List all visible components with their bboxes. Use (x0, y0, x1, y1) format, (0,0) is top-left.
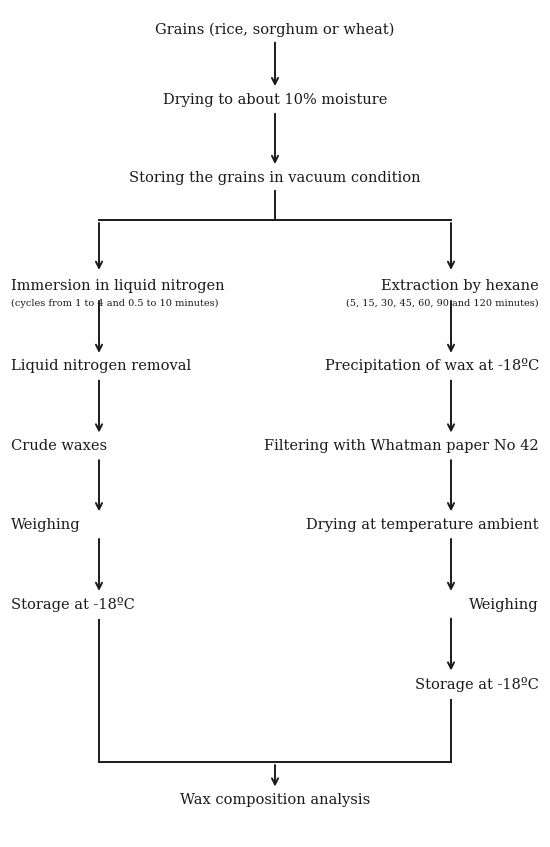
Text: Drying to about 10% moisture: Drying to about 10% moisture (163, 93, 387, 107)
Text: Storing the grains in vacuum condition: Storing the grains in vacuum condition (129, 171, 421, 185)
Text: (5, 15, 30, 45, 60, 90 and 120 minutes): (5, 15, 30, 45, 60, 90 and 120 minutes) (346, 299, 539, 307)
Text: Storage at -18ºC: Storage at -18ºC (11, 597, 135, 612)
Text: Extraction by hexane: Extraction by hexane (381, 280, 539, 293)
Text: Drying at temperature ambient: Drying at temperature ambient (306, 518, 539, 532)
Text: Crude waxes: Crude waxes (11, 439, 107, 452)
Text: Filtering with Whatman paper No 42: Filtering with Whatman paper No 42 (265, 439, 539, 452)
Text: Precipitation of wax at -18ºC: Precipitation of wax at -18ºC (324, 358, 539, 374)
Text: Immersion in liquid nitrogen: Immersion in liquid nitrogen (11, 280, 224, 293)
Text: Weighing: Weighing (469, 598, 539, 612)
Text: Liquid nitrogen removal: Liquid nitrogen removal (11, 359, 191, 373)
Text: Grains (rice, sorghum or wheat): Grains (rice, sorghum or wheat) (155, 23, 395, 36)
Text: Wax composition analysis: Wax composition analysis (180, 794, 370, 807)
Text: Storage at -18ºC: Storage at -18ºC (415, 677, 539, 692)
Text: (cycles from 1 to 4 and 0.5 to 10 minutes): (cycles from 1 to 4 and 0.5 to 10 minute… (11, 299, 218, 307)
Text: Weighing: Weighing (11, 518, 81, 532)
